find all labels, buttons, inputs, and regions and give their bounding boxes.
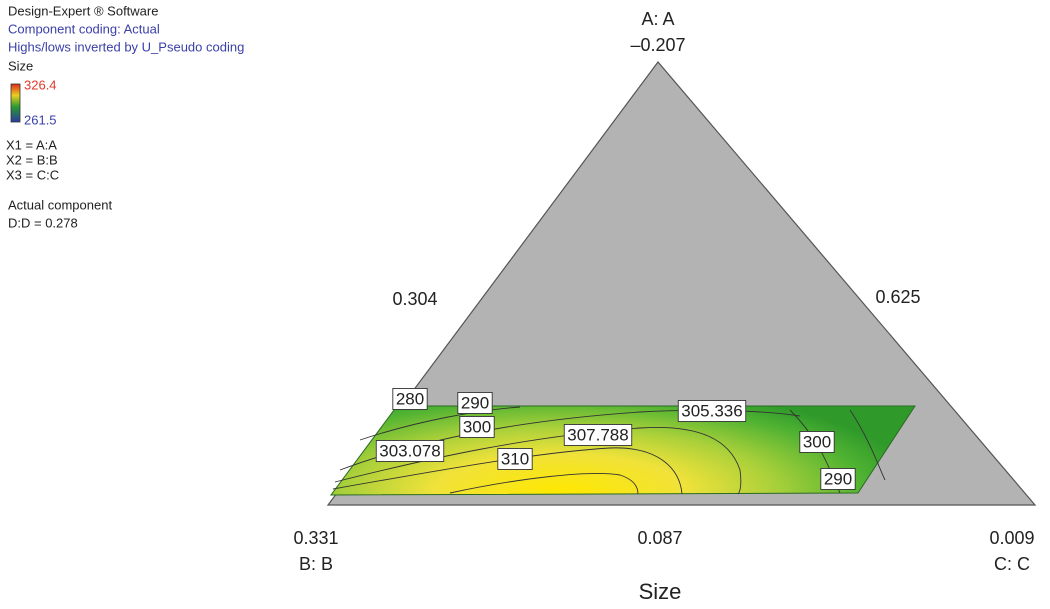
color-bar <box>10 83 21 123</box>
factor: X3 = C:C <box>6 167 59 182</box>
factor: X1 = A:A <box>6 137 57 152</box>
contour-label-box <box>375 440 445 462</box>
info-panel: Design-Expert ® Software Component codin… <box>6 3 244 230</box>
contour-label-box <box>457 392 493 414</box>
software: Design-Expert ® Software <box>8 3 158 18</box>
edge-value: 0.304 <box>392 289 437 309</box>
legend-max: 326.4 <box>24 77 57 92</box>
inverted-note: Highs/lows inverted by U_Pseudo coding <box>8 39 244 54</box>
vertex-name: B: B <box>299 554 333 574</box>
contour-label-box <box>459 416 495 438</box>
contour-label: 303.078 <box>379 441 440 460</box>
contour-label: 305.336 <box>681 401 742 420</box>
legend-title: Size <box>8 58 33 73</box>
contour-label: 310 <box>501 449 529 468</box>
contour-label: 290 <box>461 393 489 412</box>
ternary-triangle <box>326 61 1037 506</box>
contour-label: 307.788 <box>567 425 628 444</box>
chart-title: Size <box>639 579 682 604</box>
contour-label-box <box>677 400 747 422</box>
contour-label-box <box>497 448 533 470</box>
contour-label-box <box>563 424 633 446</box>
vertex-value: 0.331 <box>293 528 338 548</box>
contour-label-box <box>799 431 835 453</box>
factor: X2 = B:B <box>6 152 58 167</box>
contour-label: 300 <box>803 432 831 451</box>
contour-label: 290 <box>824 469 852 488</box>
legend-min: 261.5 <box>24 112 57 127</box>
contour-label: 280 <box>396 389 424 408</box>
edge-value: 0.087 <box>637 528 682 548</box>
contour-label-box <box>820 468 856 490</box>
vertex-name: C: C <box>994 554 1030 574</box>
vertex-value: 0.009 <box>989 528 1034 548</box>
vertex-name: A: A <box>641 9 674 29</box>
vertex-value: –0.207 <box>630 35 685 55</box>
actual-setting: D:D = 0.278 <box>8 215 78 230</box>
actual-title: Actual component <box>8 197 112 212</box>
coding: Component coding: Actual <box>8 21 160 36</box>
contour-label: 300 <box>463 417 491 436</box>
edge-value: 0.625 <box>875 287 920 307</box>
contour-label-box <box>392 388 428 410</box>
